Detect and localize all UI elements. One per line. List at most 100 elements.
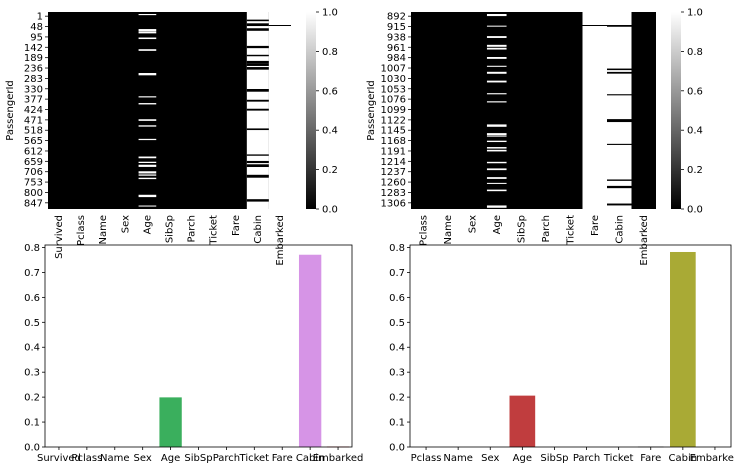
y-tick-label: 283	[24, 74, 43, 85]
missing-value-line	[138, 164, 157, 167]
x-tick-label: Sex	[481, 453, 499, 464]
missing-value-line	[486, 101, 507, 103]
missing-value-line	[486, 25, 507, 27]
y-tick-label: 0.6	[389, 293, 405, 304]
colorbar-tick-label: 0.4	[322, 126, 338, 137]
missing-value-line	[486, 47, 507, 50]
missing-value-line	[486, 93, 507, 95]
present-value-line	[246, 54, 269, 57]
x-tick-label: Age	[492, 215, 503, 234]
x-tick-label: Parch	[573, 453, 600, 464]
missing-value-line	[486, 161, 507, 164]
colorbar-tick-label: 1.0	[322, 8, 338, 19]
y-tick-label: 1076	[381, 95, 406, 106]
missing-value-line	[486, 80, 507, 83]
y-tick-label: 0.2	[389, 393, 405, 404]
missing-value-line	[486, 124, 507, 127]
bar-panel-test: Pclass Name Sex Age SibSp Parch Ticket Fare Cabi…	[389, 243, 734, 464]
heatmap-panel-train: Survived Pclass Name Sex Age SibSp Parch Ticket…	[5, 8, 338, 266]
colorbar-tick-label: 1.0	[687, 8, 703, 19]
x-tick-label: Pclass	[418, 215, 429, 246]
missing-value-line	[486, 135, 507, 137]
y-tick-label: 95	[30, 32, 43, 43]
y-tick-label: 189	[24, 53, 43, 64]
y-tick-label: 915	[387, 22, 406, 33]
y-tick-label: 0.0	[24, 443, 40, 454]
colorbar-tick-label: 0.0	[322, 205, 338, 216]
colorbar-tick-label: 0.4	[687, 126, 703, 137]
x-tick-label: Embarked	[690, 453, 734, 464]
colorbar	[306, 12, 316, 209]
y-tick-label: 892	[387, 12, 406, 23]
x-tick-label: Name	[100, 453, 130, 464]
x-tick-label: Cabin	[296, 453, 325, 464]
y-tick-label: 1306	[381, 198, 406, 209]
present-value-line	[246, 164, 269, 168]
y-tick-label: 1145	[381, 126, 406, 137]
x-tick-label: Ticket	[209, 215, 220, 246]
colorbar-tick-label: 0.6	[322, 86, 338, 97]
y-tick-label: 0.3	[389, 368, 405, 379]
missing-value-line	[486, 149, 507, 152]
y-tick-label: 236	[24, 64, 43, 75]
present-value-line	[607, 185, 632, 189]
x-tick-label: Fare	[231, 215, 242, 236]
x-tick-label: Fare	[640, 453, 661, 464]
x-tick-label: Age	[142, 215, 153, 234]
colorbar-tick-label: 0.6	[687, 86, 703, 97]
x-tick-label: SibSp	[165, 215, 176, 243]
x-tick-label: SibSp	[184, 453, 212, 464]
missing-value-line	[138, 138, 157, 141]
missing-value-line	[486, 71, 507, 74]
x-tick-label: Name	[98, 215, 109, 245]
y-tick-label: 1168	[381, 136, 406, 147]
y-tick-label: 1122	[381, 115, 406, 126]
missing-value-line	[486, 133, 507, 136]
y-tick-label: 1191	[381, 146, 406, 157]
y-tick-label: 0.6	[24, 293, 40, 304]
x-tick-label: Cabin	[253, 215, 264, 244]
y-tick-label: 565	[24, 136, 43, 147]
missing-value-line	[138, 194, 157, 198]
x-tick-label: Fare	[272, 453, 293, 464]
missing-value-line	[138, 37, 157, 40]
present-value-line	[246, 28, 269, 31]
y-tick-label: 1237	[381, 167, 406, 178]
y-tick-label: 0.1	[24, 418, 40, 429]
missing-value-line	[486, 177, 507, 179]
y-tick-label: 0.8	[24, 243, 40, 254]
y-tick-label: 0.1	[389, 418, 405, 429]
y-tick-label: 0.0	[389, 443, 405, 454]
y-tick-label: 1260	[381, 178, 406, 189]
y-tick-label: 0.4	[389, 343, 405, 354]
colorbar-tick-label: 0.0	[687, 205, 703, 216]
present-value-line	[607, 203, 632, 206]
present-value-line	[246, 160, 269, 164]
missing-value-line	[486, 44, 507, 47]
present-value-line	[246, 174, 269, 178]
present-value-line	[246, 154, 269, 156]
y-tick-label: 1007	[381, 64, 406, 75]
y-tick-label: 330	[24, 84, 43, 95]
y-axis-label: PassengerId	[5, 80, 16, 141]
present-value-line	[607, 143, 632, 145]
y-tick-label: 0.2	[24, 393, 40, 404]
y-tick-label: 984	[387, 53, 406, 64]
present-value-line	[246, 19, 269, 22]
present-value-line	[607, 68, 632, 71]
present-value-line	[268, 25, 291, 26]
x-tick-label: Pclass	[76, 215, 87, 246]
missing-value-line	[486, 189, 507, 192]
missing-value-line	[138, 14, 157, 16]
x-tick-label: Survived	[37, 453, 81, 464]
y-tick-label: 1283	[381, 188, 406, 199]
present-value-line	[607, 119, 632, 123]
y-tick-label: 0.5	[389, 318, 405, 329]
x-tick-label: Age	[513, 453, 532, 464]
y-tick-label: 0.3	[24, 368, 40, 379]
present-value-line	[607, 94, 632, 96]
missing-value-line	[138, 177, 157, 180]
y-tick-label: 847	[24, 198, 43, 209]
present-value-line	[246, 128, 269, 131]
